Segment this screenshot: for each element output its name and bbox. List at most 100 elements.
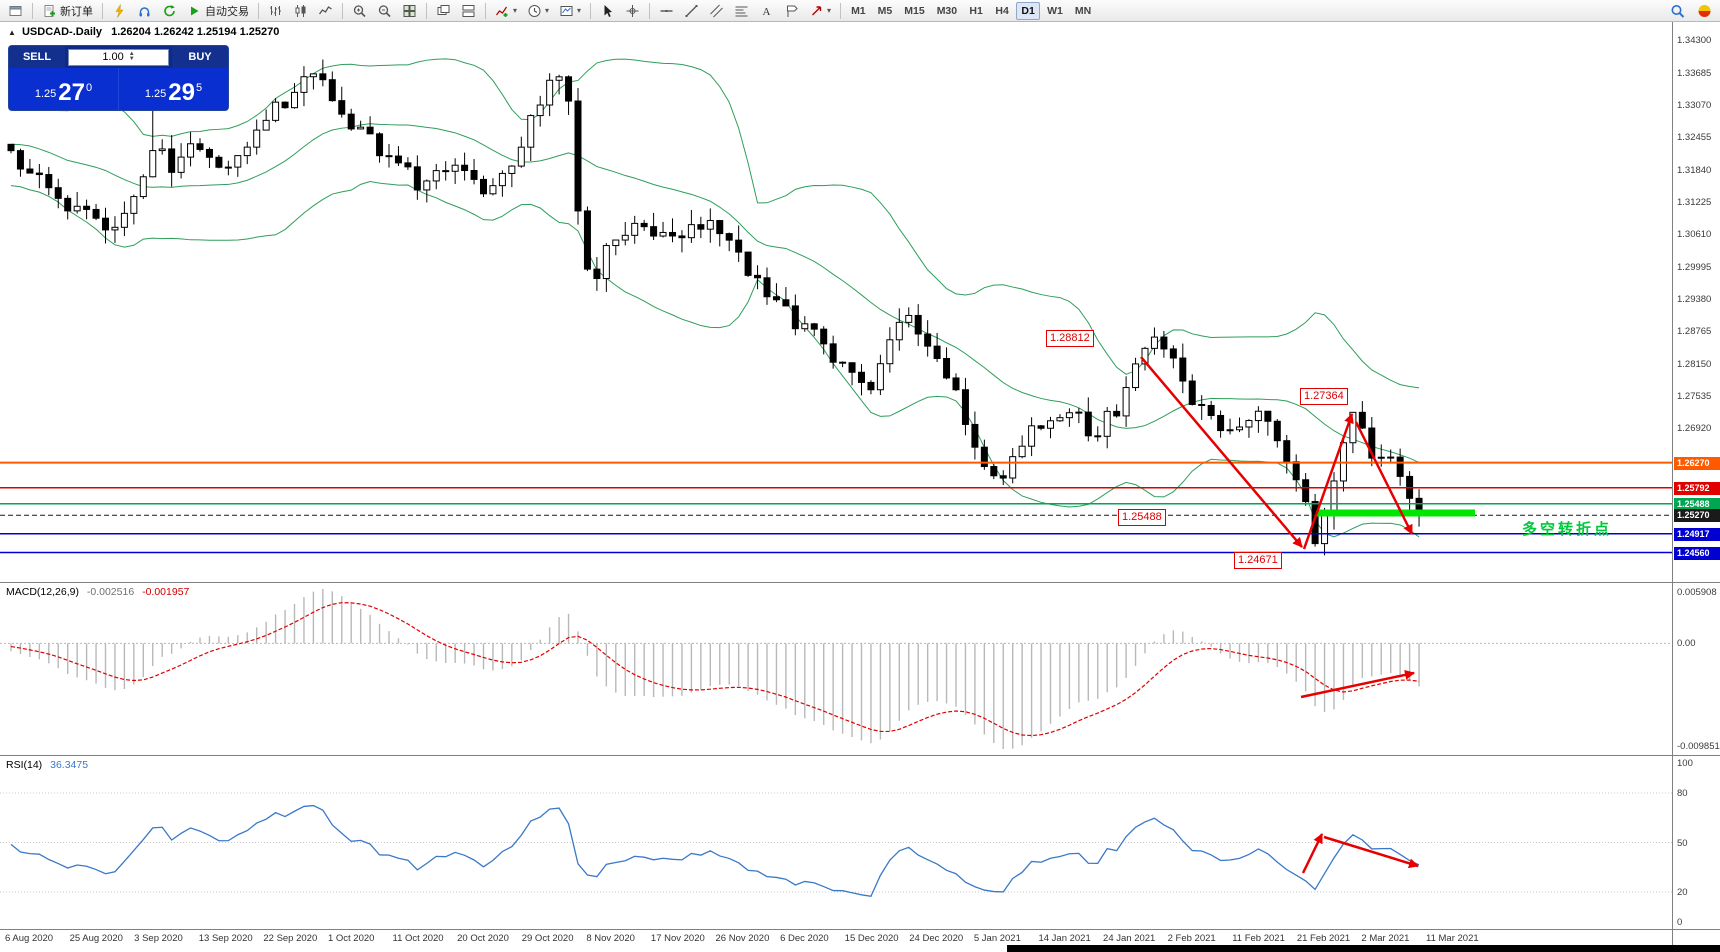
candle-body	[1236, 426, 1243, 431]
price-level-badge: 1.25270	[1674, 509, 1720, 523]
candle-body	[1349, 411, 1357, 444]
price-callout[interactable]: 1.27364	[1300, 388, 1348, 405]
price-callout[interactable]: 1.24671	[1234, 552, 1282, 569]
collapse-triangle-icon[interactable]: ▲	[8, 28, 16, 37]
tf-h4[interactable]: H4	[995, 4, 1009, 17]
cursor-tool[interactable]	[596, 1, 619, 20]
tf-h1[interactable]: H1	[969, 4, 983, 17]
date-axis-label: 11 Mar 2021	[1426, 933, 1479, 944]
trendline-tool[interactable]	[680, 1, 703, 20]
tf-m30[interactable]: M30	[936, 4, 958, 17]
date-axis-label: 3 Sep 2020	[134, 933, 183, 944]
arrange-windows-icon[interactable]	[457, 1, 480, 20]
candle-body	[196, 143, 204, 150]
candle-body	[461, 164, 469, 172]
new-order-button[interactable]: 新订单	[38, 1, 97, 20]
trend-arrow[interactable]	[1301, 833, 1324, 874]
horizontal-line-icon	[660, 9, 673, 12]
price-scale-separator	[1672, 22, 1673, 952]
trend-arrow[interactable]	[1140, 356, 1303, 548]
price-axis-label: 1.33685	[1677, 67, 1712, 79]
price-level-badge: 1.24560	[1674, 546, 1720, 560]
tf-mn[interactable]: MN	[1074, 4, 1092, 17]
lot-size-input[interactable]: 1.00 ▲ ▼	[68, 48, 169, 66]
auto-trading-button[interactable]: 自动交易	[183, 1, 253, 20]
candle-body	[1065, 412, 1073, 419]
trend-arrow[interactable]	[1354, 421, 1414, 535]
fibonacci-tool[interactable]	[730, 1, 753, 20]
bar-chart-icon[interactable]	[264, 1, 287, 20]
trend-arrow[interactable]	[1300, 669, 1415, 699]
refresh-icon[interactable]	[158, 1, 181, 20]
label-tool[interactable]	[780, 1, 803, 20]
panel-separator[interactable]	[0, 582, 1720, 583]
chart-window-icon[interactable]	[4, 1, 27, 20]
chart-title: ▲ USDCAD-.Daily 1.26204 1.26242 1.25194 …	[8, 26, 279, 38]
date-axis-label: 1 Oct 2020	[327, 933, 375, 944]
chevron-down-icon: ▾	[513, 5, 518, 15]
macd-main-value: -0.002516	[86, 586, 135, 598]
sell-button[interactable]: SELL	[9, 46, 65, 68]
periods-button[interactable]: ▾	[523, 1, 553, 20]
candle-body	[158, 148, 166, 152]
rsi-scale-label: 20	[1677, 887, 1688, 898]
label-icon	[787, 5, 798, 17]
price-divider	[118, 68, 119, 110]
candle-body	[905, 314, 913, 323]
buy-price[interactable]: 1.25 29 5	[119, 68, 228, 110]
bollinger-lower	[10, 181, 1420, 538]
tile-windows-icon[interactable]	[398, 1, 421, 20]
buy-button[interactable]: BUY	[172, 46, 228, 68]
zoom-in-icon[interactable]	[348, 1, 371, 20]
turning-point-label[interactable]: 多空转折点	[1522, 521, 1613, 538]
tf-w1[interactable]: W1	[1047, 4, 1063, 17]
channel-tool[interactable]	[705, 1, 728, 20]
template-button[interactable]: ▾	[555, 1, 585, 20]
price-callout[interactable]: 1.28812	[1046, 330, 1094, 347]
crosshair-tool[interactable]	[621, 1, 644, 20]
indicators-button[interactable]: ▾	[491, 1, 521, 20]
crosshair-icon	[626, 4, 639, 17]
tf-d1[interactable]: D1	[1016, 1, 1041, 20]
svg-text:A: A	[763, 6, 771, 18]
lot-spinner[interactable]: ▲ ▼	[128, 51, 135, 62]
headset-icon[interactable]	[133, 1, 156, 20]
chevron-down-icon: ▾	[827, 5, 832, 15]
search-icon[interactable]	[1666, 1, 1689, 20]
arrows-tool[interactable]: ▾	[805, 1, 835, 20]
trend-arrow[interactable]	[1323, 835, 1419, 869]
toolbar-separator	[32, 2, 33, 19]
tf-m5[interactable]: M5	[877, 4, 893, 17]
candle-body	[583, 210, 591, 270]
candle-body	[1150, 336, 1158, 349]
candle-body	[291, 91, 298, 109]
tf-m1[interactable]: M1	[851, 4, 866, 17]
community-badge-icon[interactable]	[1693, 1, 1716, 20]
candle-body	[631, 222, 639, 236]
candle-body	[1226, 429, 1234, 432]
candle-body	[300, 76, 308, 93]
candle-body	[801, 323, 809, 330]
line-chart-icon[interactable]	[314, 1, 337, 20]
hline-tool[interactable]	[655, 1, 678, 20]
text-tool[interactable]: A	[755, 1, 778, 20]
candlestick-chart-icon[interactable]	[289, 1, 312, 20]
tf-m15[interactable]: M15	[904, 4, 925, 17]
panel-separator[interactable]	[0, 755, 1720, 756]
trend-arrow[interactable]	[1302, 413, 1354, 550]
one-click-trading-panel: SELL 1.00 ▲ ▼ BUY 1.25 27 0 1.25 29 5	[9, 46, 228, 110]
indicators-icon	[496, 6, 508, 17]
candle-body	[1368, 427, 1376, 459]
candle-body	[168, 148, 176, 173]
price-level-badge: 1.25792	[1674, 481, 1720, 495]
price-callout[interactable]: 1.25488	[1118, 509, 1166, 526]
candle-body	[1141, 347, 1149, 365]
zoom-out-icon[interactable]	[373, 1, 396, 20]
date-axis-label: 6 Dec 2020	[780, 933, 829, 944]
sell-price[interactable]: 1.25 27 0	[9, 68, 118, 110]
cascade-windows-icon[interactable]	[432, 1, 455, 20]
lightning-icon[interactable]	[108, 1, 131, 20]
rsi-scale-label: 50	[1677, 837, 1688, 849]
price-axis-label: 1.29380	[1677, 294, 1712, 306]
